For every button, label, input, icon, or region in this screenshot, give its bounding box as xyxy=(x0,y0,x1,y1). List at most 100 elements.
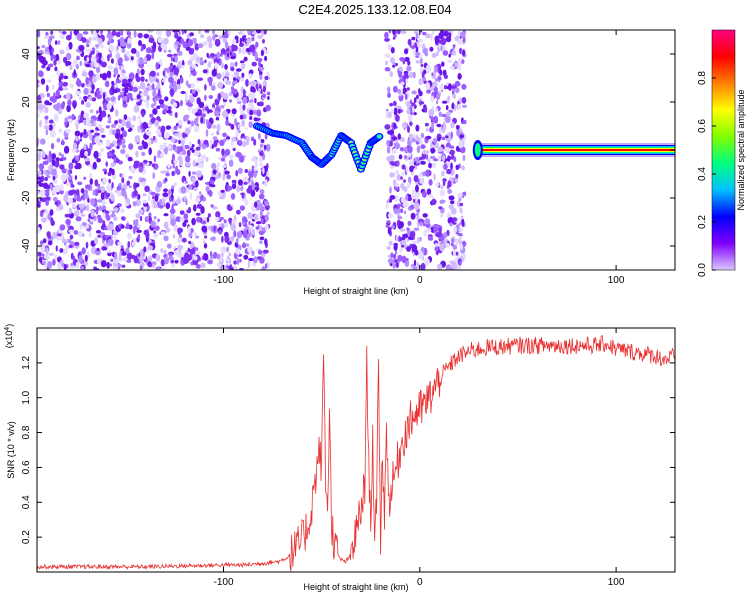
noise-blob xyxy=(458,140,464,149)
noise-blob xyxy=(239,103,242,112)
noise-blob xyxy=(204,30,209,33)
noise-blob xyxy=(165,30,172,37)
noise-blob xyxy=(385,224,390,228)
noise-blob xyxy=(127,241,131,248)
noise-blob xyxy=(156,129,161,135)
noise-blob xyxy=(390,47,395,54)
noise-blob xyxy=(201,225,208,233)
noise-blob xyxy=(100,185,105,193)
noise-blob xyxy=(439,243,445,252)
noise-blob xyxy=(179,216,185,222)
noise-blob xyxy=(138,57,144,65)
noise-blob xyxy=(121,216,124,221)
noise-blob xyxy=(153,204,159,209)
noise-blob xyxy=(248,73,253,79)
noise-blob xyxy=(443,232,448,239)
noise-blob xyxy=(164,256,169,265)
noise-blob xyxy=(256,109,262,117)
noise-blob xyxy=(424,106,428,113)
noise-blob xyxy=(171,263,176,268)
noise-blob xyxy=(114,251,118,260)
noise-blob xyxy=(69,64,73,71)
noise-blob xyxy=(236,151,241,158)
noise-blob xyxy=(180,186,187,194)
noise-blob xyxy=(219,217,224,220)
noise-blob xyxy=(390,162,397,166)
noise-blob xyxy=(75,90,81,96)
noise-blob xyxy=(203,139,209,145)
noise-blob xyxy=(114,132,121,140)
noise-blob xyxy=(168,256,174,261)
noise-blob xyxy=(409,121,413,127)
noise-blob xyxy=(121,78,128,84)
noise-blob xyxy=(160,259,165,267)
noise-blob xyxy=(462,36,466,44)
noise-blob xyxy=(227,30,231,36)
noise-blob xyxy=(264,133,268,140)
noise-blob xyxy=(445,105,449,111)
noise-blob xyxy=(182,256,189,265)
noise-blob xyxy=(451,85,457,89)
noise-blob xyxy=(425,128,429,132)
noise-blob xyxy=(249,109,254,116)
noise-blob xyxy=(55,53,60,62)
noise-blob xyxy=(177,227,184,234)
noise-blob xyxy=(463,252,466,261)
noise-blob xyxy=(141,151,146,157)
noise-blob xyxy=(424,258,430,266)
noise-blob xyxy=(90,90,95,94)
noise-blob xyxy=(79,61,83,66)
noise-blob xyxy=(457,103,461,110)
noise-blob xyxy=(37,203,41,208)
noise-blob xyxy=(59,34,65,40)
noise-blob xyxy=(156,181,163,188)
noise-blob xyxy=(58,189,64,195)
noise-blob xyxy=(64,136,69,140)
noise-blob xyxy=(249,225,254,231)
noise-blob xyxy=(55,245,58,252)
noise-blob xyxy=(193,187,198,192)
noise-blob xyxy=(97,123,103,130)
noise-blob xyxy=(51,168,57,176)
noise-blob xyxy=(219,195,225,200)
noise-blob xyxy=(242,104,246,111)
noise-blob xyxy=(56,70,61,77)
noise-blob xyxy=(68,238,72,244)
noise-blob xyxy=(210,225,214,233)
noise-blob xyxy=(94,132,100,136)
noise-blob xyxy=(67,115,73,120)
noise-blob xyxy=(115,158,120,163)
noise-blob xyxy=(196,216,201,223)
noise-blob xyxy=(174,41,180,46)
noise-blob xyxy=(230,223,237,231)
noise-blob xyxy=(422,31,427,36)
noise-blob xyxy=(457,232,463,237)
noise-blob xyxy=(248,170,254,178)
noise-blob xyxy=(399,248,403,253)
noise-blob xyxy=(149,75,154,83)
noise-blob xyxy=(78,44,85,52)
noise-blob xyxy=(137,115,141,120)
noise-blob xyxy=(452,44,456,48)
noise-blob xyxy=(384,53,391,59)
noise-blob xyxy=(445,111,452,116)
noise-blob xyxy=(142,199,148,204)
noise-blob xyxy=(396,173,401,181)
noise-blob xyxy=(204,59,207,64)
noise-blob xyxy=(107,54,110,62)
noise-blob xyxy=(101,61,107,68)
noise-blob xyxy=(151,103,155,108)
noise-blob xyxy=(252,256,258,264)
noise-blob xyxy=(399,57,405,62)
noise-blob xyxy=(455,238,459,245)
noise-blob xyxy=(111,30,117,36)
noise-blob xyxy=(226,246,230,253)
noise-blob xyxy=(156,30,160,36)
noise-blob xyxy=(77,162,81,170)
noise-blob xyxy=(457,63,462,71)
noise-blob xyxy=(163,188,168,193)
noise-blob xyxy=(173,125,178,131)
noise-blob xyxy=(413,161,417,166)
noise-blob xyxy=(138,166,144,173)
noise-blob xyxy=(235,238,239,244)
